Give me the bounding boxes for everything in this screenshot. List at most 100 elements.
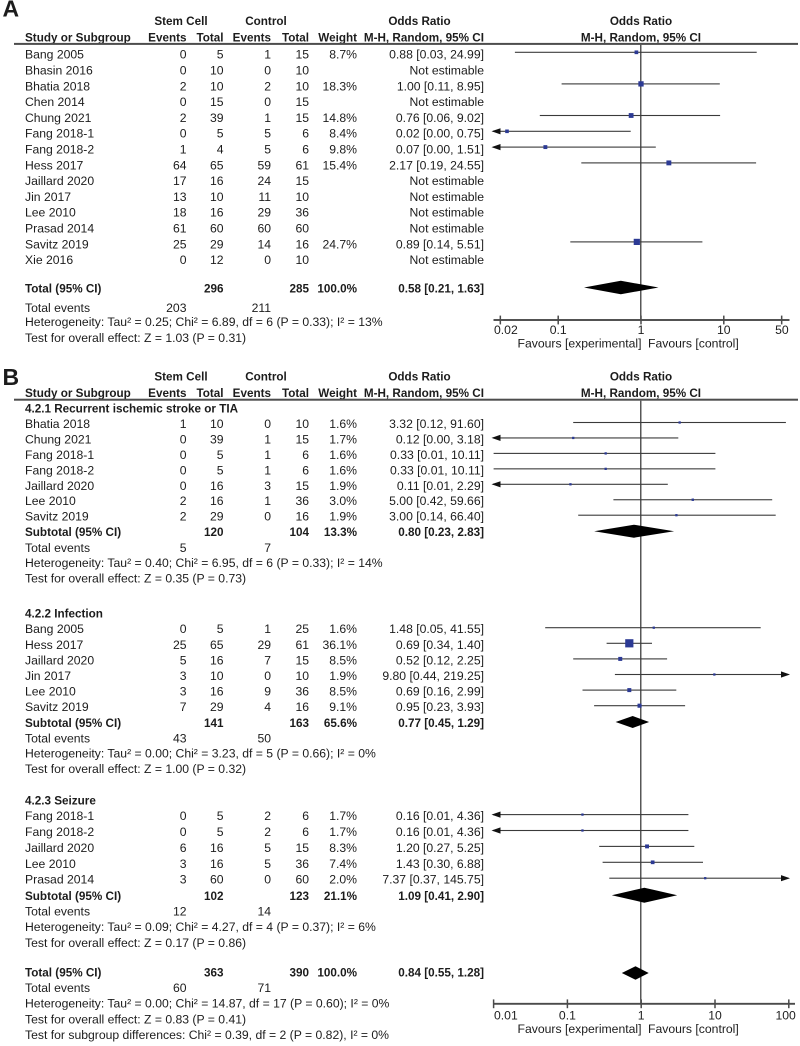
svg-text:0.69 [0.34, 1.40]: 0.69 [0.34, 1.40] <box>396 638 484 652</box>
svg-text:6: 6 <box>302 809 309 823</box>
svg-text:1.9%: 1.9% <box>329 669 357 683</box>
svg-text:2: 2 <box>264 809 271 823</box>
svg-text:123: 123 <box>289 890 309 903</box>
svg-text:1: 1 <box>264 494 271 508</box>
svg-text:Bang 2005: Bang 2005 <box>25 622 84 636</box>
svg-text:0.76 [0.06, 9.02]: 0.76 [0.06, 9.02] <box>396 111 484 125</box>
svg-text:1: 1 <box>264 432 271 446</box>
svg-text:Heterogeneity: Tau² = 0.00; Ch: Heterogeneity: Tau² = 0.00; Chi² = 3.23,… <box>25 747 376 761</box>
svg-text:1.00 [0.11, 8.95]: 1.00 [0.11, 8.95] <box>397 79 484 93</box>
svg-text:17: 17 <box>173 174 187 188</box>
svg-text:10: 10 <box>210 417 224 431</box>
svg-text:Jaillard 2020: Jaillard 2020 <box>25 653 94 667</box>
svg-text:3: 3 <box>180 857 187 871</box>
svg-text:15: 15 <box>295 95 309 109</box>
svg-text:0: 0 <box>264 510 271 524</box>
svg-text:10: 10 <box>708 1009 722 1023</box>
svg-text:14: 14 <box>257 905 271 919</box>
svg-text:16: 16 <box>210 653 224 667</box>
svg-text:Total (95% CI): Total (95% CI) <box>25 966 102 979</box>
svg-text:Favours [control]: Favours [control] <box>648 336 739 350</box>
svg-text:0.33 [0.01, 10.11]: 0.33 [0.01, 10.11] <box>390 448 484 462</box>
svg-text:Odds Ratio: Odds Ratio <box>388 371 450 384</box>
svg-text:Not estimable: Not estimable <box>409 64 484 78</box>
svg-text:211: 211 <box>252 301 272 315</box>
svg-text:36.1%: 36.1% <box>322 638 357 652</box>
svg-text:2: 2 <box>264 825 271 839</box>
svg-text:14.8%: 14.8% <box>322 111 357 125</box>
svg-text:0.16 [0.01, 4.36]: 0.16 [0.01, 4.36] <box>396 809 484 823</box>
svg-text:0.95 [0.23, 3.93]: 0.95 [0.23, 3.93] <box>396 700 484 714</box>
svg-text:24: 24 <box>257 174 271 188</box>
svg-text:4: 4 <box>264 700 271 714</box>
svg-text:0: 0 <box>264 669 271 683</box>
svg-text:Total events: Total events <box>25 981 90 995</box>
svg-text:Savitz 2019: Savitz 2019 <box>25 237 89 251</box>
svg-text:2: 2 <box>180 510 187 524</box>
svg-text:203: 203 <box>166 301 187 315</box>
svg-text:10: 10 <box>295 253 309 267</box>
svg-text:Hess 2017: Hess 2017 <box>25 638 83 652</box>
svg-text:7.37 [0.37, 145.75]: 7.37 [0.37, 145.75] <box>382 873 484 887</box>
svg-text:0: 0 <box>180 48 187 62</box>
svg-text:0.02: 0.02 <box>494 323 518 337</box>
svg-text:25: 25 <box>295 622 309 636</box>
svg-text:6: 6 <box>302 127 309 141</box>
svg-text:29: 29 <box>210 700 224 714</box>
svg-text:5: 5 <box>264 127 271 141</box>
svg-text:50: 50 <box>775 323 789 337</box>
svg-text:60: 60 <box>173 981 187 995</box>
svg-text:0: 0 <box>264 873 271 887</box>
svg-text:15: 15 <box>295 841 309 855</box>
svg-text:3: 3 <box>180 873 187 887</box>
svg-text:1.6%: 1.6% <box>329 463 357 477</box>
svg-text:16: 16 <box>295 237 309 251</box>
svg-text:Odds Ratio: Odds Ratio <box>610 15 672 28</box>
svg-text:Fang 2018-1: Fang 2018-1 <box>25 448 94 462</box>
svg-text:50: 50 <box>257 731 271 745</box>
svg-text:0: 0 <box>180 825 187 839</box>
svg-text:15: 15 <box>210 95 224 109</box>
svg-text:Total events: Total events <box>25 905 90 919</box>
svg-text:60: 60 <box>295 873 309 887</box>
svg-text:Weight: Weight <box>318 31 357 44</box>
svg-text:Fang 2018-1: Fang 2018-1 <box>25 127 94 141</box>
svg-text:Events: Events <box>233 387 272 400</box>
svg-text:0: 0 <box>264 95 271 109</box>
svg-text:100.0%: 100.0% <box>317 966 357 979</box>
svg-text:M-H, Random, 95% CI: M-H, Random, 95% CI <box>364 31 484 44</box>
svg-text:1.48 [0.05, 41.55]: 1.48 [0.05, 41.55] <box>389 622 484 636</box>
svg-text:Events: Events <box>148 31 187 44</box>
svg-text:Lee 2010: Lee 2010 <box>25 206 76 220</box>
svg-text:6: 6 <box>302 143 309 157</box>
svg-text:Jaillard 2020: Jaillard 2020 <box>25 174 94 188</box>
svg-text:16: 16 <box>295 700 309 714</box>
svg-text:10: 10 <box>295 79 309 93</box>
svg-text:Fang 2018-1: Fang 2018-1 <box>25 809 94 823</box>
svg-text:Not estimable: Not estimable <box>409 206 484 220</box>
svg-text:Lee 2010: Lee 2010 <box>25 685 76 699</box>
svg-text:0: 0 <box>180 95 187 109</box>
svg-text:Xie 2016: Xie 2016 <box>25 253 73 267</box>
svg-text:Fang 2018-2: Fang 2018-2 <box>25 143 94 157</box>
svg-text:16: 16 <box>210 685 224 699</box>
svg-text:Total: Total <box>282 31 309 44</box>
svg-text:16: 16 <box>210 206 224 220</box>
svg-text:64: 64 <box>173 158 187 172</box>
svg-text:Test for subgroup differences:: Test for subgroup differences: Chi² = 0.… <box>25 1028 389 1042</box>
svg-text:Prasad 2014: Prasad 2014 <box>25 873 94 887</box>
svg-text:390: 390 <box>289 966 309 979</box>
svg-text:3.0%: 3.0% <box>329 494 357 508</box>
svg-text:10: 10 <box>210 79 224 93</box>
svg-text:120: 120 <box>204 526 224 539</box>
svg-text:29: 29 <box>210 237 224 251</box>
svg-text:4.2.3 Seizure: 4.2.3 Seizure <box>25 794 96 807</box>
svg-text:Chung 2021: Chung 2021 <box>25 432 92 446</box>
svg-text:3: 3 <box>180 685 187 699</box>
svg-text:B: B <box>3 364 20 390</box>
svg-text:Subtotal (95% CI): Subtotal (95% CI) <box>25 526 121 539</box>
svg-text:M-H, Random, 95% CI: M-H, Random, 95% CI <box>364 387 484 400</box>
svg-text:6: 6 <box>302 463 309 477</box>
svg-text:Total events: Total events <box>25 731 90 745</box>
svg-text:0.16 [0.01, 4.36]: 0.16 [0.01, 4.36] <box>396 825 484 839</box>
